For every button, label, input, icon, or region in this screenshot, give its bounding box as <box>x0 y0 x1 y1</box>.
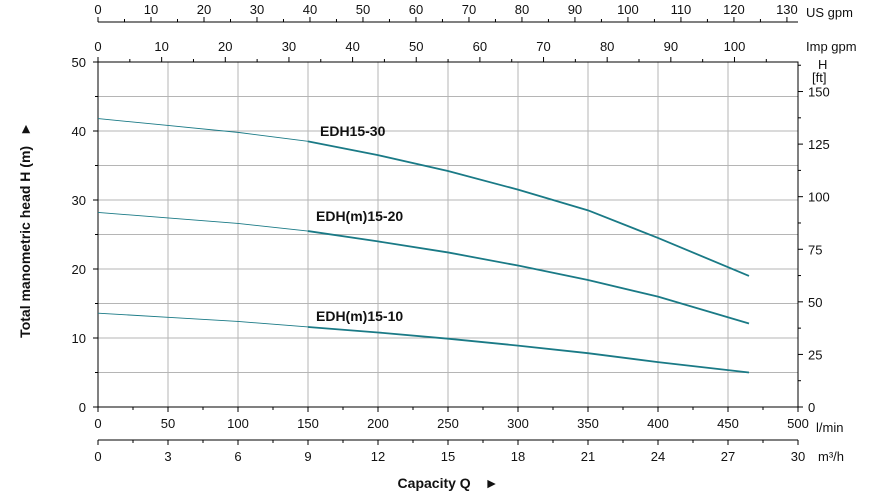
svg-text:Total manometric head H (m): Total manometric head H (m) ► <box>17 122 33 338</box>
tick-label-m3h: 15 <box>441 449 455 464</box>
tick-label-impgpm: 40 <box>345 39 359 54</box>
tick-label-usgpm: 70 <box>462 2 476 17</box>
tick-label-m3h: 0 <box>94 449 101 464</box>
tick-label-head-ft: 100 <box>808 190 830 205</box>
tick-label-usgpm: 50 <box>356 2 370 17</box>
series-label-2: EDH(m)15-20 <box>316 208 403 224</box>
curve-3-low-flow <box>97 312 309 328</box>
tick-label-head-m: 40 <box>72 124 86 139</box>
tick-label-m3h: 27 <box>721 449 735 464</box>
unit-label-m3h: m³/h <box>818 449 844 464</box>
series-label-1: EDH15-30 <box>320 123 386 139</box>
tick-label-lmin: 50 <box>161 416 175 431</box>
tick-label-lmin: 450 <box>717 416 739 431</box>
grid <box>98 62 798 407</box>
tick-label-impgpm: 0 <box>94 39 101 54</box>
tick-label-impgpm: 30 <box>282 39 296 54</box>
unit-label-impgpm: Imp gpm <box>806 39 857 54</box>
tick-label-m3h: 30 <box>791 449 805 464</box>
y-axis-title: Total manometric head H (m) ► <box>17 122 33 338</box>
tick-label-lmin: 400 <box>647 416 669 431</box>
tick-label-impgpm: 70 <box>536 39 550 54</box>
series-label-3: EDH(m)15-10 <box>316 308 403 324</box>
tick-label-head-ft: 50 <box>808 295 822 310</box>
unit-label-head-ft-h: H <box>818 57 827 72</box>
unit-label-lmin: l/min <box>816 420 843 435</box>
tick-label-m3h: 9 <box>304 449 311 464</box>
tick-label-usgpm: 100 <box>617 2 639 17</box>
unit-label-usgpm: US gpm <box>806 5 853 20</box>
tick-label-impgpm: 50 <box>409 39 423 54</box>
curve-2-low-flow <box>97 211 309 232</box>
tick-label-head-m: 10 <box>72 331 86 346</box>
tick-label-lmin: 300 <box>507 416 529 431</box>
tick-label-lmin: 500 <box>787 416 809 431</box>
tick-label-usgpm: 30 <box>250 2 264 17</box>
tick-label-impgpm: 100 <box>724 39 746 54</box>
curve-3-operating <box>307 326 750 374</box>
x-axis-title-text: Capacity Q <box>398 475 471 491</box>
tick-label-head-ft: 0 <box>808 400 815 415</box>
tick-label-head-ft: 125 <box>808 137 830 152</box>
tick-label-impgpm: 20 <box>218 39 232 54</box>
x-axis-title: Capacity Q ► <box>398 475 499 491</box>
tick-label-head-ft: 150 <box>808 85 830 100</box>
tick-label-head-m: 0 <box>79 400 86 415</box>
tick-label-usgpm: 40 <box>303 2 317 17</box>
tick-label-usgpm: 0 <box>94 2 101 17</box>
y-axis-title-text: Total manometric head H (m) <box>17 146 33 338</box>
tick-label-lmin: 150 <box>297 416 319 431</box>
tick-label-lmin: 250 <box>437 416 459 431</box>
tick-label-head-m: 50 <box>72 55 86 70</box>
tick-label-head-m: 30 <box>72 193 86 208</box>
tick-label-usgpm: 10 <box>144 2 158 17</box>
tick-label-usgpm: 90 <box>568 2 582 17</box>
tick-label-head-ft: 75 <box>808 242 822 257</box>
tick-label-impgpm: 60 <box>473 39 487 54</box>
tick-label-impgpm: 80 <box>600 39 614 54</box>
curve-2-operating <box>307 230 750 325</box>
tick-label-impgpm: 90 <box>664 39 678 54</box>
tick-label-usgpm: 60 <box>409 2 423 17</box>
tick-label-m3h: 6 <box>234 449 241 464</box>
tick-label-m3h: 3 <box>164 449 171 464</box>
unit-label-head-ft: [ft] <box>812 70 826 85</box>
tick-label-lmin: 0 <box>94 416 101 431</box>
tick-label-lmin: 200 <box>367 416 389 431</box>
tick-label-m3h: 12 <box>371 449 385 464</box>
curve-1-operating <box>307 140 750 277</box>
tick-label-lmin: 350 <box>577 416 599 431</box>
curves: EDH15-30 EDH(m)15-20 EDH(m)15-10 <box>97 118 750 374</box>
x-axis-arrow-icon: ► <box>485 475 499 491</box>
tick-label-m3h: 21 <box>581 449 595 464</box>
tick-label-usgpm: 80 <box>515 2 529 17</box>
tick-label-m3h: 18 <box>511 449 525 464</box>
tick-label-usgpm: 20 <box>197 2 211 17</box>
tick-label-head-m: 20 <box>72 262 86 277</box>
curve-1-low-flow <box>97 118 309 142</box>
y-axis-arrow-icon: ► <box>17 122 33 136</box>
tick-label-head-ft: 25 <box>808 347 822 362</box>
tick-label-usgpm: 130 <box>776 2 798 17</box>
tick-label-lmin: 100 <box>227 416 249 431</box>
tick-label-usgpm: 110 <box>671 2 692 17</box>
tick-label-m3h: 24 <box>651 449 665 464</box>
tick-label-impgpm: 10 <box>154 39 168 54</box>
tick-label-usgpm: 120 <box>723 2 745 17</box>
